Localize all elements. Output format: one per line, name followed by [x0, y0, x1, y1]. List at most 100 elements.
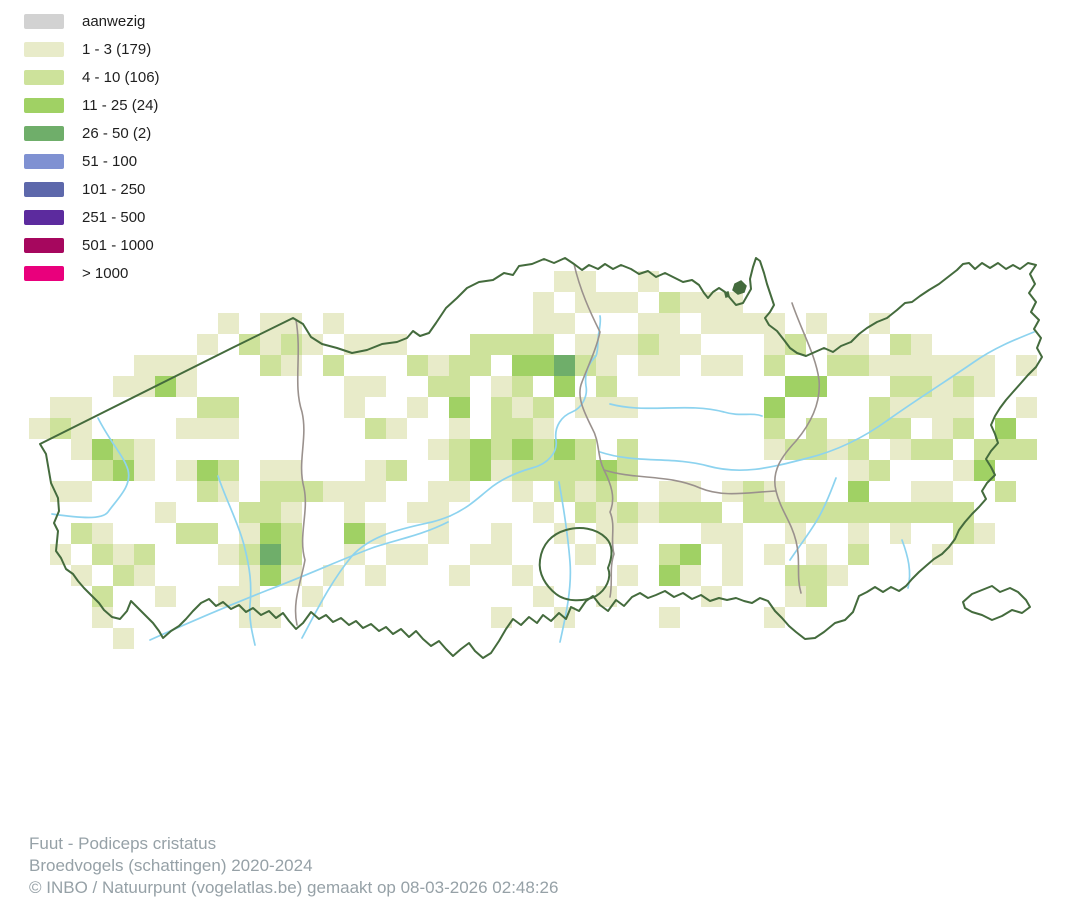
atlas-cell — [596, 355, 617, 376]
legend-item: 251 - 500 — [24, 203, 160, 231]
atlas-cell — [596, 292, 617, 313]
legend-swatch — [24, 181, 64, 197]
atlas-cell — [29, 418, 50, 439]
atlas-cell — [638, 502, 659, 523]
legend-item: 1 - 3 (179) — [24, 35, 160, 63]
atlas-cell — [890, 376, 911, 397]
atlas-cell — [848, 334, 869, 355]
map-caption: Fuut - Podiceps cristatus Broedvogels (s… — [29, 833, 558, 899]
border-antwerp-limburg — [774, 302, 821, 594]
atlas-cell — [974, 376, 995, 397]
atlas-cell — [155, 355, 176, 376]
atlas-cell — [911, 502, 932, 523]
atlas-cell — [596, 334, 617, 355]
atlas-cell — [344, 376, 365, 397]
atlas-cell — [533, 355, 554, 376]
atlas-cell — [176, 355, 197, 376]
atlas-cell — [764, 355, 785, 376]
atlas-cell — [659, 502, 680, 523]
atlas-cell — [470, 334, 491, 355]
atlas-cell — [50, 418, 71, 439]
legend-swatch — [24, 97, 64, 113]
river-ijzer — [51, 417, 130, 519]
atlas-cell — [365, 376, 386, 397]
atlas-cell — [995, 481, 1016, 502]
river-maas — [901, 539, 911, 589]
species-title: Fuut - Podiceps cristatus — [29, 834, 217, 853]
atlas-cell — [785, 376, 806, 397]
legend-item: > 1000 — [24, 259, 160, 287]
atlas-cell — [806, 544, 827, 565]
atlas-cell — [890, 397, 911, 418]
atlas-cell — [785, 523, 806, 544]
river-northeast — [887, 331, 1035, 421]
atlas-cell — [932, 502, 953, 523]
atlas-cell — [638, 334, 659, 355]
atlas-cell — [365, 460, 386, 481]
atlas-cell — [554, 460, 575, 481]
atlas-cell — [638, 313, 659, 334]
river-schelde-upper — [301, 515, 451, 639]
atlas-cell — [848, 460, 869, 481]
atlas-cell — [386, 544, 407, 565]
atlas-cell — [617, 292, 638, 313]
atlas-cell — [260, 481, 281, 502]
atlas-cell — [554, 481, 575, 502]
atlas-cell — [806, 502, 827, 523]
atlas-cell — [575, 460, 596, 481]
atlas-cell — [155, 586, 176, 607]
atlas-cell — [764, 418, 785, 439]
atlas-cell — [260, 313, 281, 334]
atlas-cell — [554, 376, 575, 397]
atlas-cell — [449, 565, 470, 586]
atlas-cell — [344, 502, 365, 523]
atlas-cell — [71, 523, 92, 544]
atlas-cell — [428, 481, 449, 502]
legend: aanwezig 1 - 3 (179) 4 - 10 (106) 11 - 2… — [24, 7, 160, 287]
atlas-cell — [869, 313, 890, 334]
atlas-cell — [113, 376, 134, 397]
atlas-cell — [218, 460, 239, 481]
legend-label: 101 - 250 — [82, 180, 146, 198]
atlas-cell — [428, 355, 449, 376]
atlas-cell — [974, 523, 995, 544]
atlas-cell — [827, 334, 848, 355]
atlas-cell — [533, 397, 554, 418]
atlas-cell — [785, 565, 806, 586]
atlas-cell — [554, 313, 575, 334]
atlas-cell — [533, 418, 554, 439]
legend-swatch — [24, 153, 64, 169]
atlas-cell — [743, 502, 764, 523]
legend-label: 1 - 3 (179) — [82, 40, 152, 58]
atlas-cell — [92, 523, 113, 544]
legend-swatch — [24, 41, 64, 57]
atlas-cell — [281, 334, 302, 355]
atlas-cell — [281, 481, 302, 502]
atlas-cell — [281, 523, 302, 544]
atlas-cell — [281, 502, 302, 523]
atlas-cell — [596, 376, 617, 397]
atlas-cell — [386, 418, 407, 439]
atlas-cell — [533, 313, 554, 334]
atlas-cell — [659, 481, 680, 502]
atlas-cell — [512, 355, 533, 376]
legend-label: 11 - 25 (24) — [82, 96, 159, 114]
atlas-cell — [281, 355, 302, 376]
atlas-cell — [92, 544, 113, 565]
atlas-cell — [176, 376, 197, 397]
atlas-cell — [239, 544, 260, 565]
atlas-cell — [365, 418, 386, 439]
legend-swatch — [24, 13, 64, 29]
atlas-cell — [218, 397, 239, 418]
legend-item: 4 - 10 (106) — [24, 63, 160, 91]
atlas-cell — [722, 313, 743, 334]
atlas-cell — [890, 502, 911, 523]
border-antwerp-brabant — [603, 469, 777, 495]
legend-item: 26 - 50 (2) — [24, 119, 160, 147]
atlas-cell — [596, 523, 617, 544]
atlas-cell — [155, 502, 176, 523]
atlas-cell — [449, 481, 470, 502]
atlas-cell — [953, 397, 974, 418]
atlas-cell — [260, 523, 281, 544]
atlas-cell — [113, 628, 134, 649]
